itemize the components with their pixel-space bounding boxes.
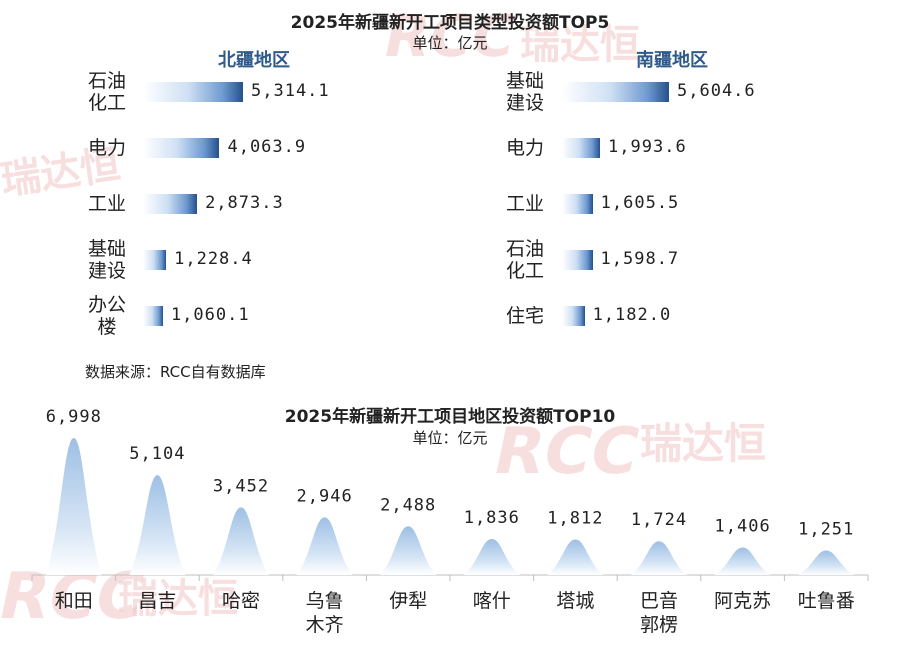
category-label: 电力: [505, 137, 544, 159]
category-label: 吐鲁番: [798, 590, 855, 612]
bar: [143, 138, 220, 158]
bar: [562, 138, 601, 158]
category-label: 喀什: [473, 590, 511, 612]
category-label: 郭楞: [640, 614, 678, 636]
bar: [143, 250, 167, 270]
category-label: 工业: [505, 193, 544, 215]
data-label: 1,812: [547, 509, 603, 529]
data-label: 1,836: [464, 508, 520, 528]
bar: [562, 250, 593, 270]
category-label: 住宅: [505, 305, 544, 327]
area-peak: [798, 550, 855, 575]
data-label: 1,724: [631, 510, 687, 530]
panel-title-north: 北疆地区: [218, 50, 290, 71]
category-label: 工业: [87, 193, 126, 215]
category-label: 和田: [55, 590, 93, 612]
data-label: 4,063.9: [227, 137, 307, 157]
panel-title-south: 南疆地区: [636, 50, 708, 71]
category-label: 巴音: [640, 590, 678, 612]
data-label: 5,104: [129, 444, 185, 464]
data-label: 5,604.6: [677, 81, 756, 101]
data-label: 1,251: [798, 520, 854, 540]
chart1-title: 2025年新疆新开工项目类型投资额TOP5: [290, 13, 610, 33]
category-label: 哈密: [222, 590, 260, 612]
data-label: 6,998: [46, 407, 102, 427]
area-peak: [547, 539, 604, 575]
category-label: 石油 化工: [87, 70, 126, 114]
bar: [562, 82, 669, 102]
data-label: 1,993.6: [608, 137, 687, 157]
chart2-unit: 单位：亿元: [412, 429, 488, 447]
data-label: 1,060.1: [170, 305, 250, 325]
category-label: 办公楼: [87, 294, 126, 338]
area-peak: [296, 517, 353, 575]
category-label: 木齐: [306, 614, 344, 636]
data-label: 1,182.0: [592, 305, 672, 325]
bar: [562, 194, 593, 214]
data-label: 3,452: [213, 476, 269, 496]
source-note: 数据来源：RCC自有数据库: [85, 363, 266, 381]
data-label: 2,488: [380, 495, 436, 515]
area-peak: [129, 475, 186, 575]
data-label: 2,873.3: [205, 193, 284, 213]
area-peak: [463, 539, 520, 575]
category-label: 电力: [87, 137, 126, 159]
data-label: 1,406: [715, 516, 771, 536]
area-peak: [714, 547, 771, 575]
area-peak: [380, 526, 437, 575]
area-peak: [631, 541, 687, 575]
area-peak: [213, 507, 269, 575]
data-label: 2,946: [297, 486, 353, 506]
category-label: 塔城: [556, 590, 594, 612]
chart2-title: 2025年新疆新开工项目地区投资额TOP10: [284, 407, 616, 427]
category-label: 阿克苏: [714, 590, 771, 612]
bar: [143, 306, 163, 326]
category-label: 基础 建设: [87, 238, 126, 282]
bar: [143, 194, 198, 214]
category-label: 昌吉: [138, 590, 176, 612]
chart1-unit: 单位：亿元: [412, 34, 488, 52]
data-label: 1,605.5: [600, 193, 680, 213]
area-peak: [45, 438, 102, 575]
category-label: 伊犁: [389, 590, 427, 612]
category-label: 石油 化工: [505, 238, 544, 282]
data-label: 1,228.4: [174, 249, 253, 269]
data-label: 5,314.1: [251, 81, 330, 101]
data-label: 1,598.7: [600, 249, 680, 269]
category-label: 乌鲁: [306, 590, 344, 612]
bar: [562, 306, 585, 326]
category-label: 基础 建设: [505, 70, 544, 114]
bar: [143, 82, 243, 102]
